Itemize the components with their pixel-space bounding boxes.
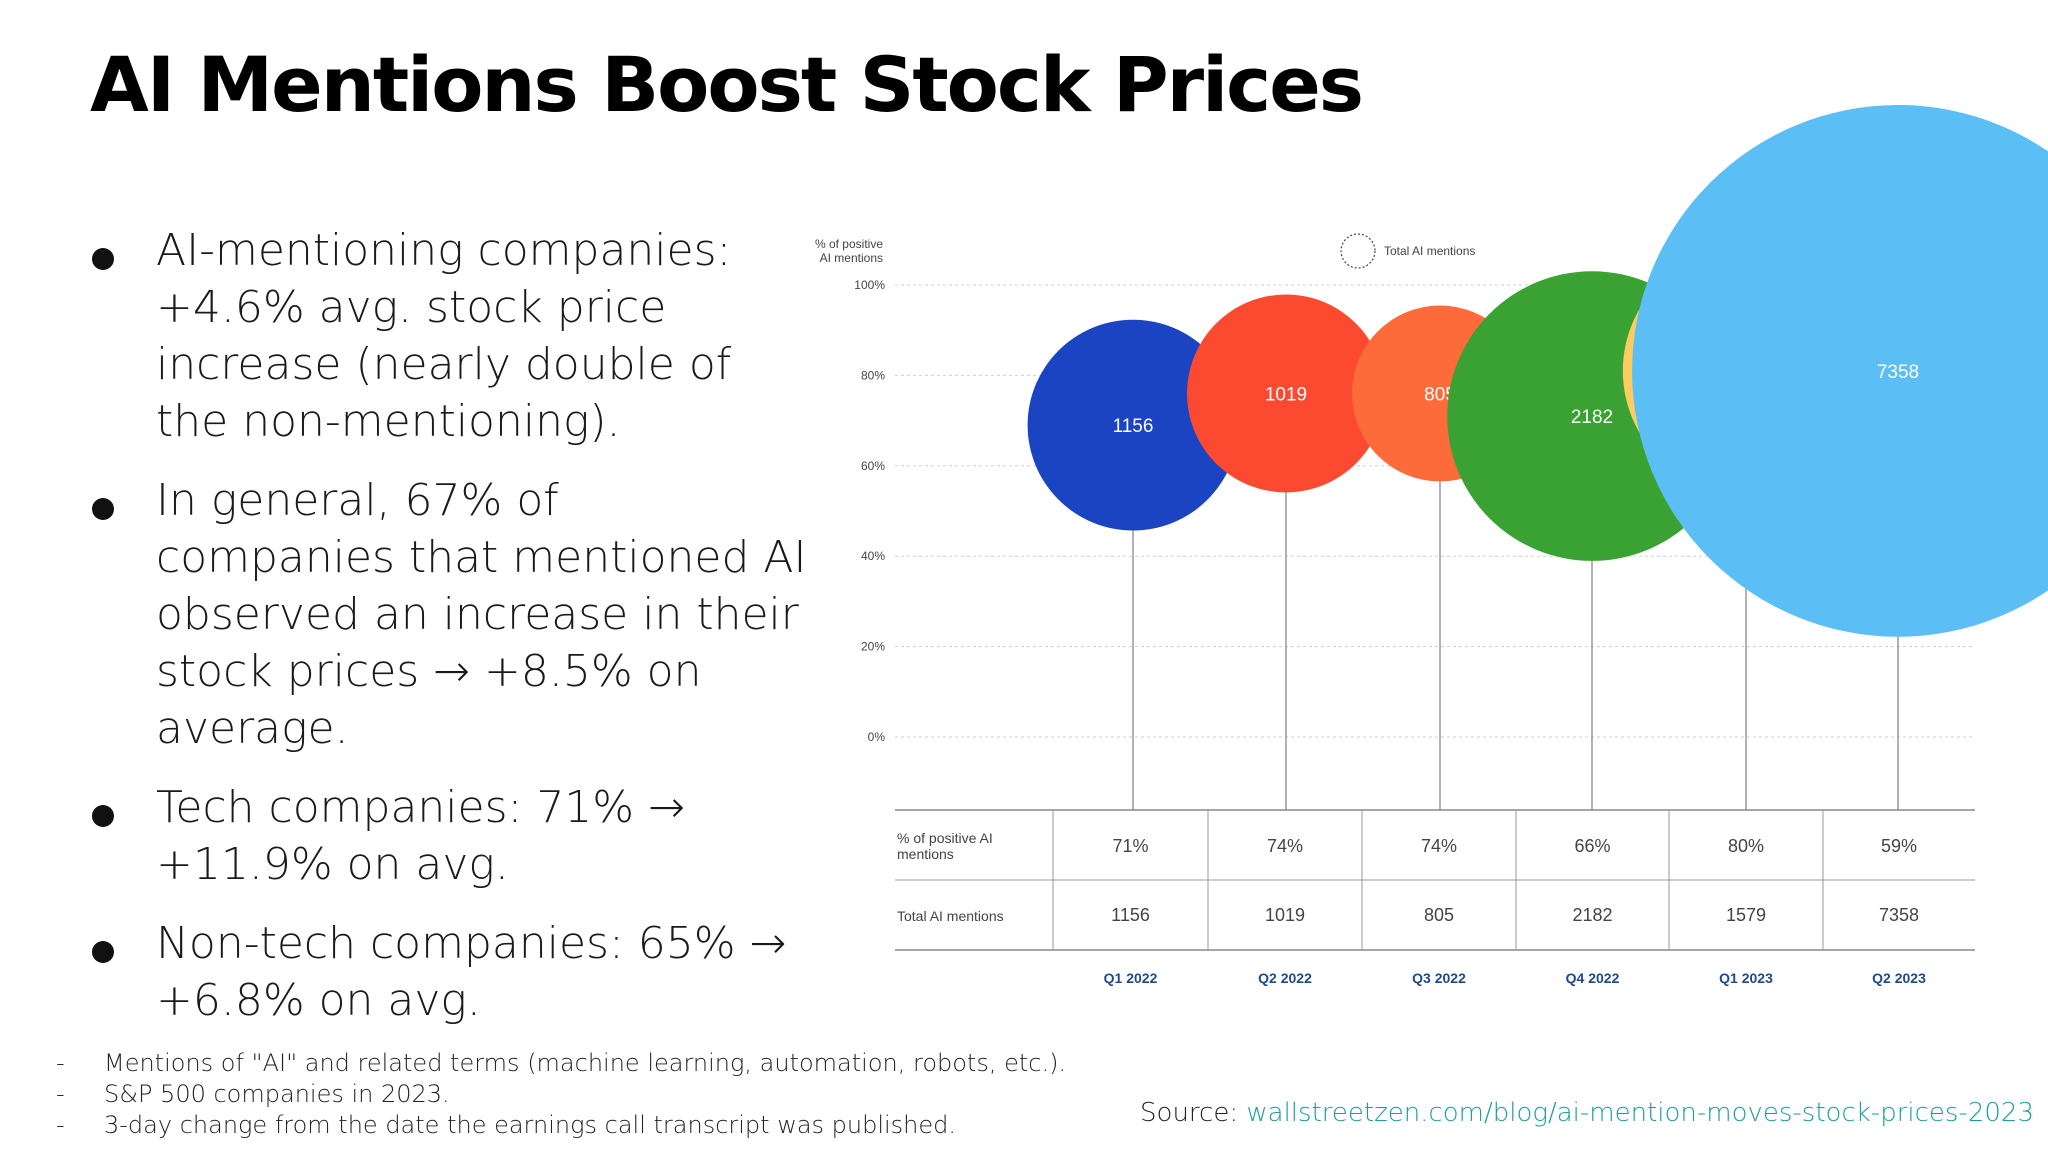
y-axis-label: AI mentions xyxy=(820,251,883,265)
y-tick-label: 60% xyxy=(861,459,885,473)
source-link[interactable]: wallstreetzen.com/blog/ai-mention-moves-… xyxy=(1246,1098,2034,1128)
footnote-text: Mentions of "AI" and related terms (mach… xyxy=(104,1049,1067,1077)
source-line: Source: wallstreetzen.com/blog/ai-mentio… xyxy=(1140,1098,2034,1128)
bullet-text: Tech companies: 71% → +11.9% on avg. xyxy=(156,782,685,890)
table-cell-percent: 80% xyxy=(1728,836,1764,856)
bubble-label: 1019 xyxy=(1265,384,1307,405)
bubble-label: 2182 xyxy=(1571,407,1613,428)
table-cell-total: 805 xyxy=(1424,905,1454,925)
footnote-dash: - xyxy=(56,1080,65,1108)
bubble-label: 805 xyxy=(1424,384,1456,405)
table-cell-total: 7358 xyxy=(1879,905,1919,925)
bullet-text: AI-mentioning companies: +4.6% avg. stoc… xyxy=(156,225,732,447)
x-category-label: Q2 2023 xyxy=(1872,970,1926,986)
footnote-text: S&P 500 companies in 2023. xyxy=(104,1080,450,1108)
bullet-text: Non-tech companies: 65% → +6.8% on avg. xyxy=(156,918,787,1026)
footnote-item: - S&P 500 companies in 2023. xyxy=(56,1079,1066,1110)
table-cell-total: 1579 xyxy=(1726,905,1766,925)
bubble xyxy=(1632,105,2048,637)
x-category-label: Q3 2022 xyxy=(1412,970,1466,986)
bubble-label: 7358 xyxy=(1877,362,1919,383)
y-tick-label: 40% xyxy=(861,549,885,563)
table-row-header: Total AI mentions xyxy=(897,908,1004,924)
footnote-dash: - xyxy=(56,1111,65,1139)
y-tick-label: 100% xyxy=(854,278,885,292)
bullet-text: In general, 67% of companies that mentio… xyxy=(156,475,807,754)
table-cell-total: 1019 xyxy=(1265,905,1305,925)
table-row-header: mentions xyxy=(897,846,954,862)
table-cell-total: 1156 xyxy=(1111,905,1150,925)
footnote-item: - 3-day change from the date the earnings… xyxy=(56,1110,1066,1141)
bullet-dot-icon xyxy=(92,498,114,520)
bubble xyxy=(1027,319,1239,531)
table-cell-percent: 71% xyxy=(1112,836,1148,856)
bubble-label: 1156 xyxy=(1113,416,1154,437)
bullet-item: Tech companies: 71% → +11.9% on avg. xyxy=(88,779,808,893)
size-legend-label: Total AI mentions xyxy=(1384,244,1475,258)
table-cell-percent: 66% xyxy=(1574,836,1610,856)
bullet-dot-icon xyxy=(92,941,114,963)
x-category-label: Q1 2023 xyxy=(1719,970,1773,986)
table-row-header: % of positive AI xyxy=(897,830,993,846)
x-category-label: Q2 2022 xyxy=(1258,970,1312,986)
table-cell-percent: 59% xyxy=(1881,836,1917,856)
page-title: AI Mentions Boost Stock Prices xyxy=(90,40,1364,129)
table-cell-percent: 74% xyxy=(1421,836,1457,856)
footnote-item: - Mentions of "AI" and related terms (mac… xyxy=(56,1048,1066,1079)
y-axis-label: % of positive xyxy=(815,237,883,251)
footnotes: - Mentions of "AI" and related terms (mac… xyxy=(56,1048,1066,1141)
bullet-item: In general, 67% of companies that mentio… xyxy=(88,472,808,757)
source-label: Source: xyxy=(1140,1098,1247,1128)
bullet-item: Non-tech companies: 65% → +6.8% on avg. xyxy=(88,915,808,1029)
table-cell-percent: 74% xyxy=(1267,836,1303,856)
y-tick-label: 20% xyxy=(861,640,885,654)
footnote-text: 3-day change from the date the earnings … xyxy=(104,1111,957,1139)
size-legend-circle-icon xyxy=(1340,233,1376,269)
y-tick-label: 0% xyxy=(868,730,886,744)
footnote-dash: - xyxy=(56,1049,65,1077)
bullet-list: AI-mentioning companies: +4.6% avg. stoc… xyxy=(88,222,808,1051)
bullet-item: AI-mentioning companies: +4.6% avg. stoc… xyxy=(88,222,808,450)
bullet-dot-icon xyxy=(92,805,114,827)
x-category-label: Q4 2022 xyxy=(1566,970,1620,986)
table-cell-total: 2182 xyxy=(1572,905,1612,925)
x-category-label: Q1 2022 xyxy=(1104,970,1158,986)
bubble xyxy=(1187,294,1385,493)
y-tick-label: 80% xyxy=(861,368,885,382)
bullet-dot-icon xyxy=(92,248,114,270)
